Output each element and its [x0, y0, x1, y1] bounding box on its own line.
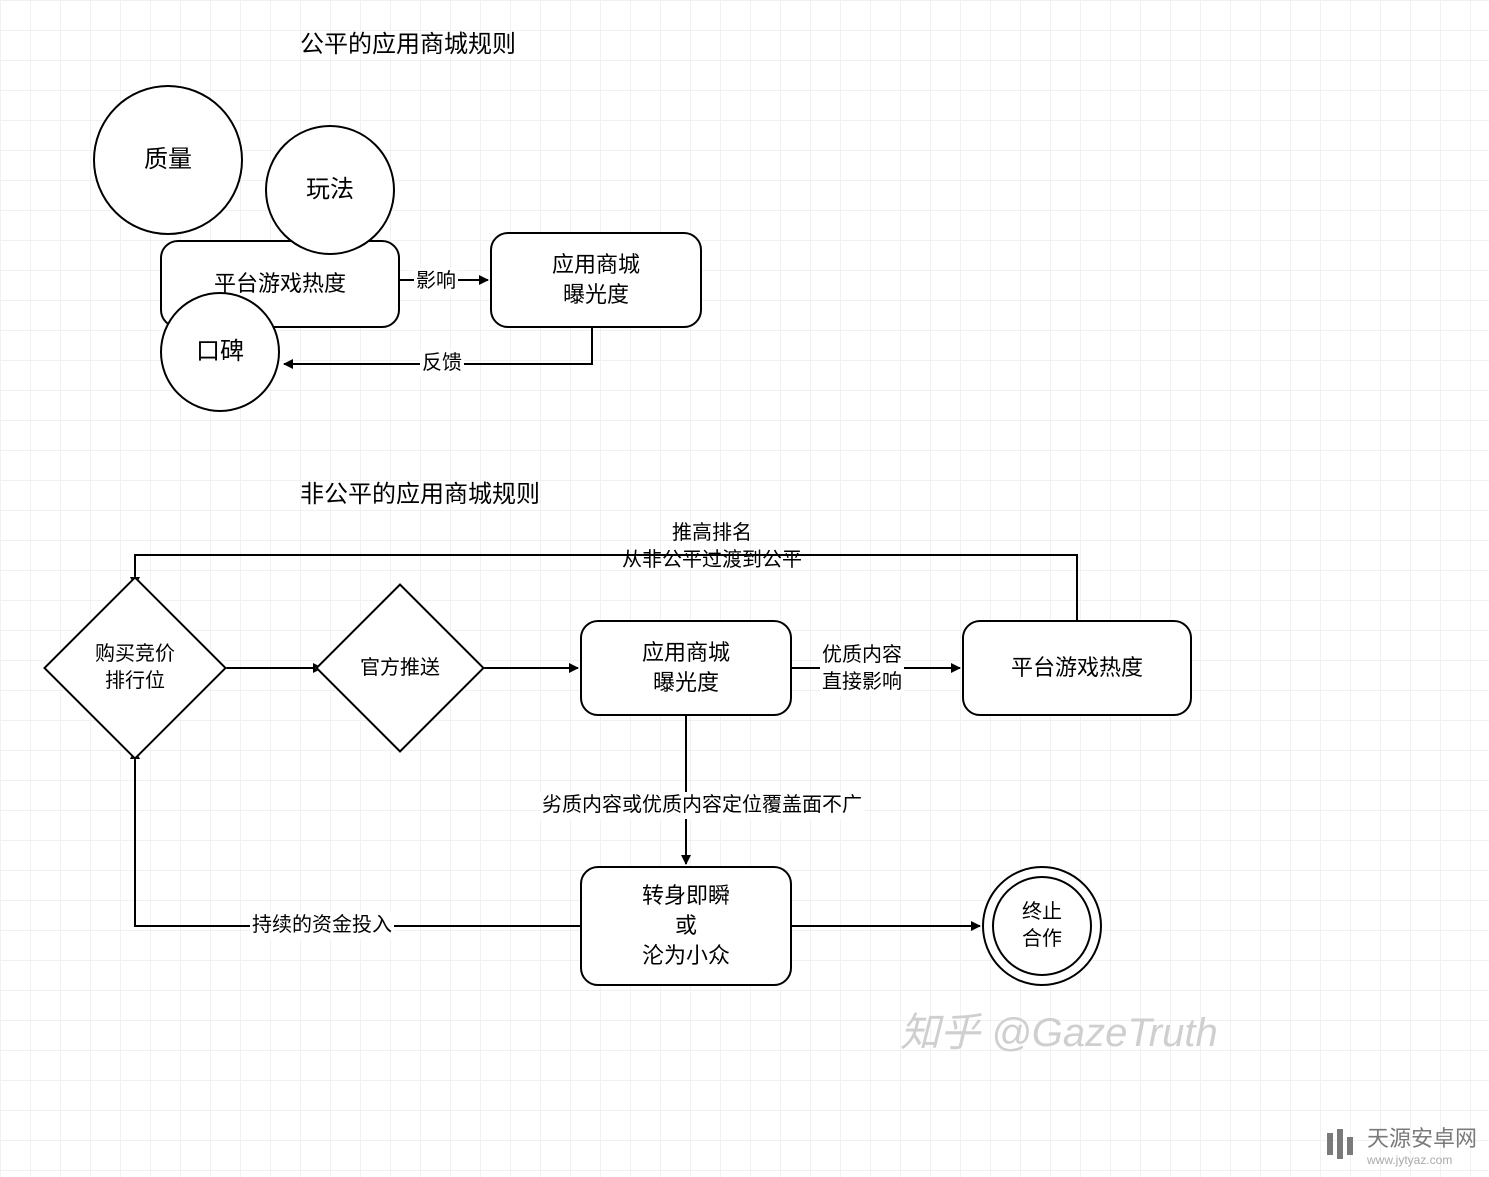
node-exposure-2: 应用商城 曝光度 [580, 620, 792, 716]
node-bid: 购买竞价 排行位 [70, 603, 200, 733]
node-exposure: 应用商城 曝光度 [490, 232, 702, 328]
node-platform-heat-2: 平台游戏热度 [962, 620, 1192, 716]
node-bid-line1: 购买竞价 [95, 641, 175, 668]
brand-sub: www.jytyaz.com [1367, 1153, 1477, 1167]
title-fair: 公平的应用商城规则 [300, 24, 516, 59]
brand: 天源安卓网 www.jytyaz.com [1325, 1121, 1477, 1167]
node-reputation-label: 口碑 [196, 336, 244, 368]
edge-label-feedback: 反馈 [420, 350, 464, 377]
node-gameplay-label: 玩法 [306, 174, 354, 206]
node-terminate-inner: 终止 合作 [992, 876, 1092, 976]
node-niche-line3: 沦为小众 [642, 941, 730, 971]
edge-label-bad-content: 劣质内容或优质内容定位覆盖面不广 [540, 792, 864, 819]
node-gameplay: 玩法 [265, 125, 395, 255]
watermark: 知乎 @GazeTruth [900, 1000, 1218, 1058]
node-terminate-line2: 合作 [1022, 926, 1062, 953]
edge-label-quality-content: 优质内容 直接影响 [820, 642, 904, 696]
edge-label-fund: 持续的资金投入 [250, 912, 394, 939]
node-push: 官方推送 [340, 608, 460, 728]
brand-text: 天源安卓网 [1367, 1121, 1477, 1153]
edge-label-raise-rank: 推高排名 从非公平过渡到公平 [620, 520, 804, 574]
node-quality: 质量 [93, 85, 243, 235]
title-unfair: 非公平的应用商城规则 [300, 474, 540, 509]
node-niche-line2: 或 [642, 911, 730, 941]
edge-label-influence: 影响 [414, 268, 458, 295]
brand-icon [1325, 1127, 1359, 1161]
node-quality-label: 质量 [144, 144, 192, 176]
node-platform-heat-2-label: 平台游戏热度 [1011, 653, 1143, 683]
node-exposure-line2: 曝光度 [552, 280, 640, 310]
node-bid-line2: 排行位 [95, 668, 175, 695]
node-niche: 转身即瞬 或 沦为小众 [580, 866, 792, 986]
node-exposure-2-line2: 曝光度 [642, 668, 730, 698]
node-terminate-line1: 终止 [1022, 899, 1062, 926]
node-exposure-2-line1: 应用商城 [642, 638, 730, 668]
node-reputation: 口碑 [160, 292, 280, 412]
node-niche-line1: 转身即瞬 [642, 881, 730, 911]
node-push-label: 官方推送 [360, 655, 440, 682]
node-exposure-line1: 应用商城 [552, 250, 640, 280]
